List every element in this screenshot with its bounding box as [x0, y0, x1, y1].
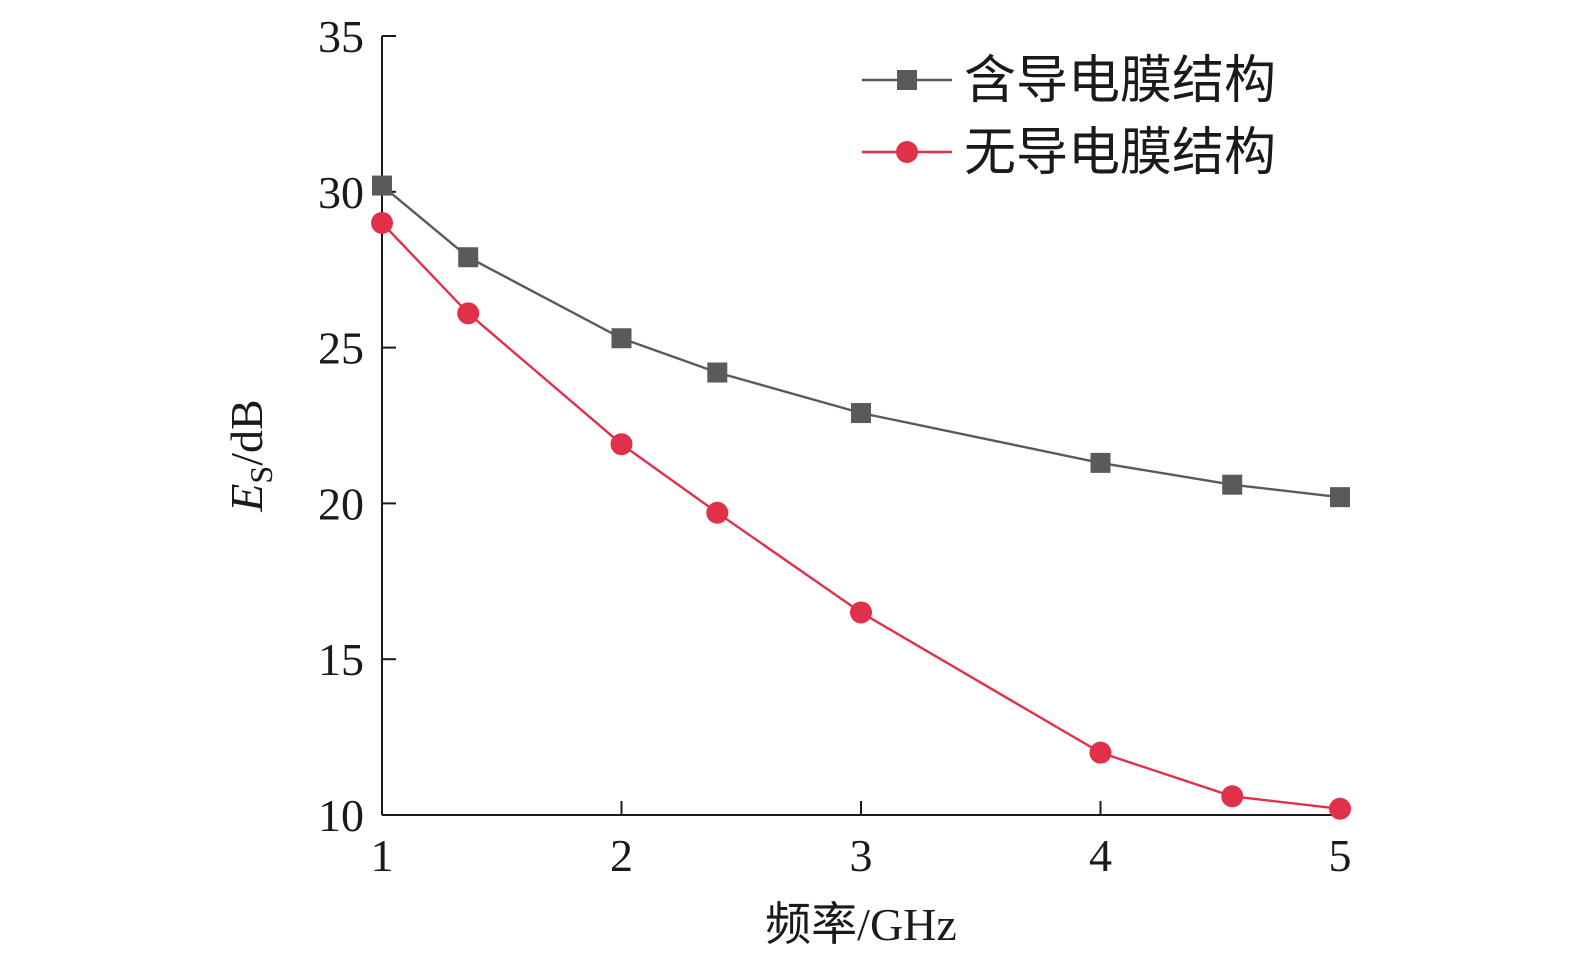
legend-marker [897, 70, 917, 90]
y-axis-label-rest: /dB [221, 399, 272, 465]
series-1-point [611, 328, 632, 349]
series-1-point [1090, 452, 1111, 473]
legend-item: 含导电膜结构 [862, 53, 1276, 110]
legend-label: 含导电膜结构 [964, 53, 1276, 110]
y-tick-label: 10 [318, 790, 364, 841]
series-1-point [372, 175, 392, 196]
series-1-point [707, 362, 728, 383]
series-1-point [458, 247, 479, 268]
x-tick-label: 5 [1329, 830, 1352, 881]
legend-item: 无导电膜结构 [862, 125, 1276, 182]
series-2-point [371, 211, 393, 234]
y-tick-label: 20 [318, 478, 364, 529]
y-axis-label-sub: S [243, 466, 279, 484]
x-tick-label: 4 [1089, 830, 1112, 881]
ticks: 10 15 20 25 30 35 1 2 3 4 5 [318, 11, 1352, 881]
series-2 [371, 211, 1351, 820]
y-tick-label: 35 [318, 11, 364, 62]
series-2-point [1221, 785, 1244, 808]
x-tick-label: 1 [371, 830, 394, 881]
y-tick-label: 25 [318, 323, 364, 374]
y-axis-label: ES/dB [221, 399, 279, 512]
x-axis-label: 频率/GHz [765, 899, 957, 950]
series-1-point [851, 403, 871, 424]
x-tick-label: 2 [610, 830, 633, 881]
series-1-point [1222, 474, 1243, 495]
series-2-point [610, 433, 633, 456]
series-1 [372, 175, 1350, 508]
series-2-point [1089, 741, 1112, 764]
series-1-line [381, 184, 1341, 499]
series-layer [371, 175, 1351, 820]
series-2-point [850, 601, 872, 624]
series-2-point [706, 501, 729, 524]
y-axis-label-main: E [221, 484, 272, 513]
y-tick-label: 15 [318, 634, 364, 685]
x-tick-label: 3 [850, 830, 873, 881]
y-tick-label: 30 [318, 167, 364, 218]
series-2-line [381, 222, 1341, 810]
series-2-point [1329, 797, 1351, 820]
series-1-point [1330, 487, 1350, 508]
series-2-point [457, 302, 480, 325]
legend-label: 无导电膜结构 [964, 125, 1276, 182]
legend-marker [896, 141, 918, 163]
